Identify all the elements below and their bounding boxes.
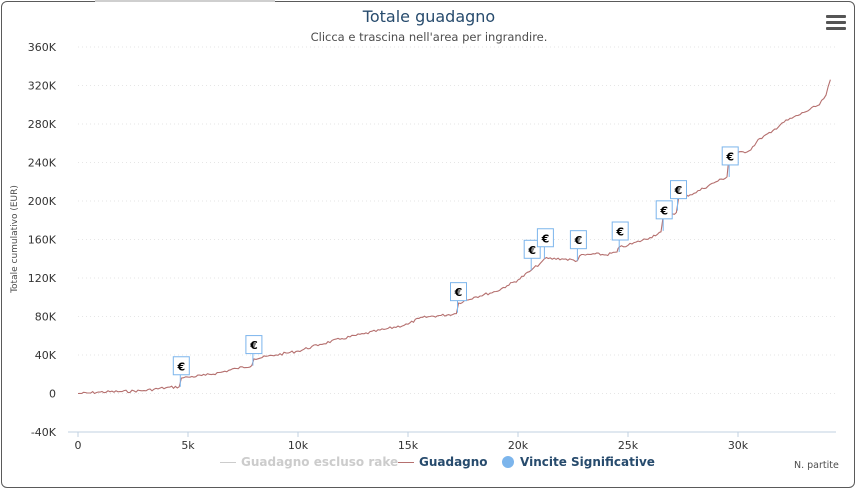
euro-icon: € [574,234,583,247]
x-tick-label: 15k [398,439,419,452]
x-tick-label: 25k [618,439,639,452]
euro-icon: € [454,286,463,299]
significant-win-flag[interactable]: € [611,221,629,253]
legend-item-guadagno[interactable]: Guadagno [398,454,488,470]
significant-win-flag[interactable]: € [245,335,263,366]
legend-item-guadagno-escluso-rake[interactable]: Guadagno escluso rake [220,454,398,470]
significant-win-flag[interactable]: € [670,180,687,211]
chart-subtitle: Clicca e trascina nell'area per ingrandi… [310,30,548,44]
chart-title: Totale guadagno [362,7,496,26]
flag-box [655,200,673,220]
y-tick-label: 120K [28,272,57,285]
menu-icon[interactable] [826,15,846,31]
euro-icon: € [541,232,550,245]
x-tick-label: 30k [728,439,749,452]
y-tick-label: 280K [28,118,57,131]
legend-label: Guadagno escluso rake [241,455,399,469]
x-tick-label: 5k [181,439,195,452]
flag-box [450,282,467,302]
euro-icon: € [249,339,258,352]
euro-icon: € [176,360,185,373]
y-tick-label: 0 [49,388,56,401]
legend-label: Vincite Significative [520,455,655,469]
legend-line-icon [220,461,236,463]
flag-box [245,335,263,355]
flag-box [523,239,541,259]
euro-icon: € [674,184,683,197]
series-guadagno-line[interactable] [77,79,831,395]
legend-dot-icon [502,456,514,468]
euro-icon: € [659,204,668,217]
euro-icon: € [527,244,536,257]
significant-win-flag[interactable]: € [721,146,739,177]
y-tick-label: 160K [28,234,57,247]
significant-win-flag[interactable]: € [569,230,587,261]
y-tick-label: 80K [35,311,57,324]
x-tick-label: 0 [75,439,82,452]
y-tick-label: -40K [31,426,57,439]
flag-box [670,180,687,200]
top-scrollbar-stub [95,0,275,2]
x-axis-title: N. partite [794,460,839,471]
flag-box [721,146,739,166]
x-tick-label: 20k [508,439,529,452]
significant-win-flag[interactable]: € [655,200,673,231]
y-tick-label: 200K [28,195,57,208]
legend-item-vincite-significative[interactable]: Vincite Significative [502,454,655,470]
y-tick-label: 320K [28,80,57,93]
legend-label: Guadagno [419,455,488,469]
significant-win-flag[interactable]: € [536,228,554,259]
y-tick-label: 240K [28,157,57,170]
flag-box [172,356,190,376]
euro-icon: € [615,226,624,239]
x-tick-label: 10k [288,439,309,452]
y-axis-title: Totale cumulativo (EUR) [10,185,20,294]
significant-win-flag[interactable]: € [450,282,467,313]
flag-box [569,230,587,250]
significant-win-flag[interactable]: € [523,239,541,271]
y-tick-label: 360K [28,41,57,54]
significant-win-flag[interactable]: € [172,356,190,387]
euro-icon: € [725,150,734,163]
legend-line-icon [398,461,414,463]
y-tick-label: 40K [35,349,57,362]
flag-box [611,221,629,241]
flag-box [536,228,554,248]
